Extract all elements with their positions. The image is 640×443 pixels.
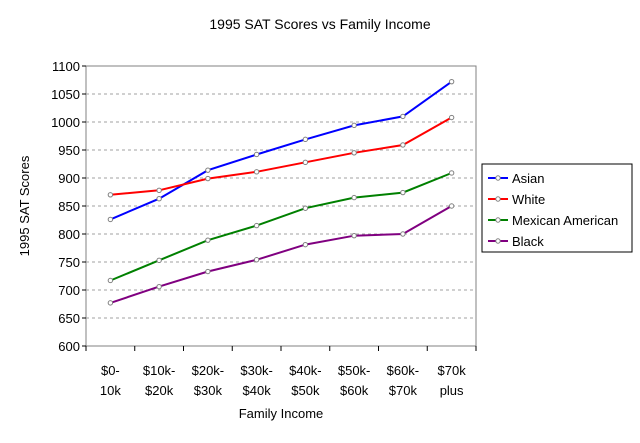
x-tick-label-line: plus [440,383,464,398]
x-tick-label-line: $50k [291,383,320,398]
series-asian [107,78,455,223]
y-tick-label: 950 [58,143,80,158]
legend-label: White [512,192,545,207]
data-point [448,170,455,176]
y-tick-label: 600 [58,339,80,354]
data-point [400,189,406,196]
x-tick-label: $0-10k [100,363,121,398]
data-point [302,241,309,248]
y-tick-label: 800 [58,227,80,242]
data-point [400,113,406,120]
data-point [448,78,455,85]
data-point [351,150,357,156]
data-point [253,257,260,263]
legend-label: Black [512,234,544,249]
x-tick-label-line: 10k [100,383,121,398]
series-line [110,116,453,196]
legend-marker [495,217,501,223]
y-tick-label: 900 [58,171,80,186]
data-point [205,175,211,182]
y-tick-label: 750 [58,255,80,270]
x-tick-label-line: $50k- [338,363,371,378]
series-mexican-american [107,170,455,284]
gridlines [86,93,476,319]
x-tick-label: $10k- $20k [143,363,176,398]
data-point [351,194,357,201]
data-point [253,169,260,175]
data-point [205,268,211,275]
y-tick-label: 650 [58,311,80,326]
y-axis-title: 1995 SAT Scores [17,155,32,256]
x-tick-label-line: $30k- [240,363,273,378]
data-point [302,205,309,211]
data-point [253,151,260,158]
y-tick-label: 1050 [51,87,80,102]
x-tick-label-line: $30k [194,383,223,398]
data-point [156,283,162,290]
x-tick-label-line: $40k- [289,363,322,378]
data-point [448,114,455,121]
data-point [351,232,357,239]
series-line [110,205,453,304]
data-point [107,300,114,306]
y-tick-label: 1100 [52,59,80,74]
data-point [400,142,406,148]
data-point [156,196,162,202]
y-tick-label: 700 [58,283,80,298]
x-tick-label: $30k- $40k [240,363,273,398]
data-point [156,257,162,264]
x-tick-label: $60k- $70k [387,363,420,398]
data-point [205,237,211,243]
data-point [107,216,114,223]
series-white [107,114,455,198]
series-lines [107,78,455,306]
series-line [110,172,452,282]
series-black [107,203,455,306]
x-tick-label-line: $70k [389,383,418,398]
x-axis-title: Family Income [239,406,324,421]
x-tick-label-line: $60k- [387,363,420,378]
x-tick-label-line: $70k [438,363,467,378]
y-tick-label: 850 [58,199,80,214]
x-tick-label: $40k- $50k [289,363,322,398]
data-point [253,222,260,229]
y-axis-ticks: 600 650 700 750 800 850 900 950 1000 1050 1100 [51,59,86,354]
x-tick-label-line: $20k [145,383,174,398]
legend-marker [495,238,501,244]
series-line [110,80,453,221]
x-tick-label: $50k- $60k [338,363,371,398]
data-point [156,187,162,194]
legend-label: Mexican American [512,213,618,228]
x-tick-label-line: $10k- [143,363,176,378]
x-tick-label-line: $0- [101,363,120,378]
chart-title: 1995 SAT Scores vs Family Income [209,16,430,32]
data-point [302,159,309,166]
legend-marker [495,175,501,181]
x-tick-label: $20k- $30k [192,363,225,398]
y-tick-label: 1000 [51,115,80,130]
legend-marker [495,196,501,202]
data-point [302,136,309,143]
x-tick-label-line: $20k- [192,363,225,378]
data-point [205,167,211,173]
legend: Asian White Mexican American Black [481,163,633,253]
legend-label: Asian [512,171,545,186]
data-point [400,231,406,237]
x-axis-ticks: $0-10k$10k-$20k$20k-$30k$30k-$40k$40k-$5… [85,346,477,398]
data-point [107,192,114,198]
data-point [351,122,357,129]
x-tick-label-line: $40k [243,383,272,398]
data-point [448,203,455,209]
x-tick-label-line: $60k [340,383,369,398]
data-point [107,277,114,284]
x-tick-label: $70k plus [438,363,467,398]
